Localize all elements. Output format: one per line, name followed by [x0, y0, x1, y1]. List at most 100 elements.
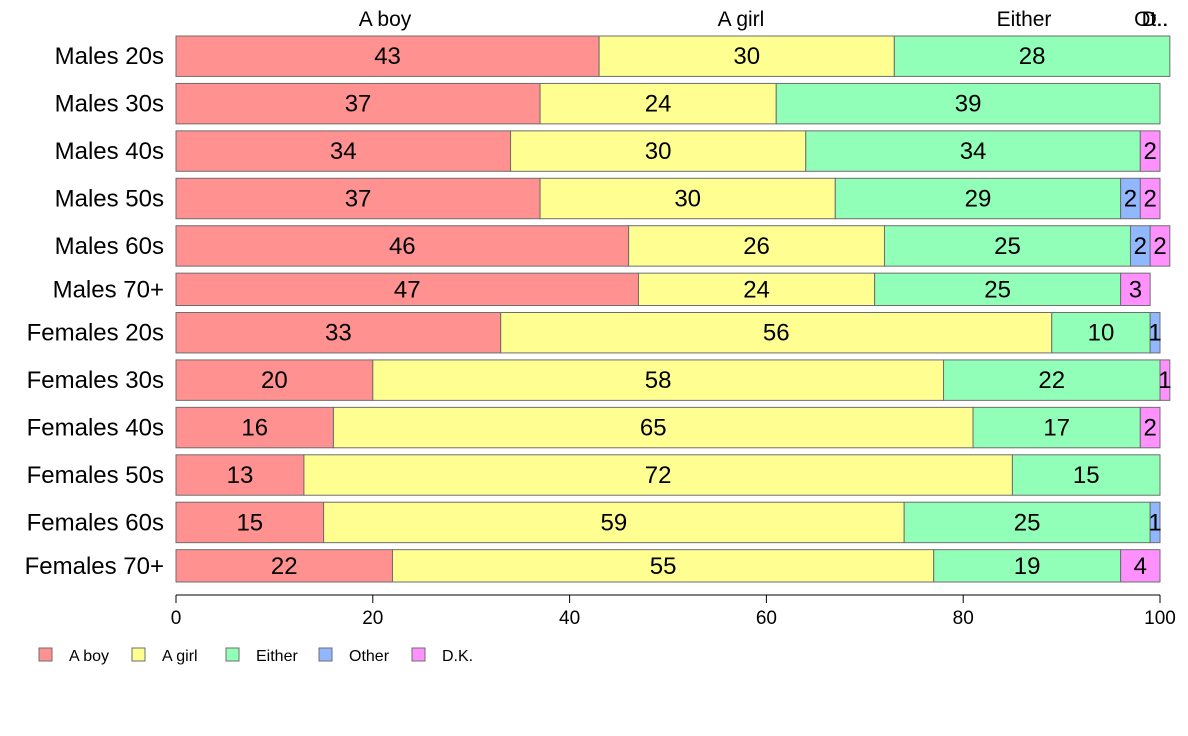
bar-segment: [175, 177, 541, 220]
segment-value-label: 26: [743, 233, 770, 260]
segment-value-label: 28: [1019, 43, 1046, 70]
x-tick-label: 0: [171, 608, 182, 629]
bar-segment: [332, 406, 974, 449]
bar-segment: [933, 549, 1122, 583]
bar-segment: [893, 35, 1171, 77]
bar-segment: [1159, 359, 1171, 401]
segment-value-label: 4: [1134, 553, 1147, 580]
x-tick-label: 40: [559, 608, 580, 629]
segment-value-label: 25: [994, 233, 1021, 260]
top-series-label: A boy: [359, 8, 412, 31]
segment-value-label: 19: [1014, 553, 1041, 580]
segment-value-label: 13: [227, 462, 254, 489]
segment-value-label: 34: [330, 138, 357, 165]
segment-value-label: 30: [733, 43, 760, 70]
segment-value-label: 25: [1014, 509, 1041, 536]
segment-value-label: 30: [645, 138, 672, 165]
bar-segment: [539, 177, 836, 220]
category-label: Females 70+: [25, 553, 164, 580]
category-label: Males 40s: [55, 138, 164, 165]
top-series-label: Ot..: [1134, 8, 1168, 31]
bar-segment: [391, 549, 935, 583]
segment-value-label: 20: [261, 367, 288, 394]
bar-segment: [175, 312, 502, 354]
category-label: Males 30s: [55, 91, 164, 118]
segment-value-label: 1: [1148, 320, 1161, 347]
bar-segment: [539, 82, 777, 125]
bar-segment: [372, 359, 945, 401]
category-label: Males 60s: [55, 233, 164, 260]
legend-label: A boy: [69, 648, 109, 665]
segment-value-label: 43: [374, 43, 401, 70]
legend-swatch: [131, 647, 146, 662]
legend-label: Other: [349, 648, 390, 665]
bar-segment: [175, 130, 512, 172]
segment-value-label: 29: [965, 186, 992, 213]
category-label: Females 20s: [27, 320, 164, 347]
segment-value-label: 37: [345, 186, 372, 213]
bar-segment: [323, 501, 905, 544]
bar-segment: [510, 130, 807, 172]
category-label: Females 60s: [27, 509, 164, 536]
legend-swatch: [411, 647, 426, 662]
bar-segment: [175, 82, 541, 125]
segment-value-label: 30: [674, 186, 701, 213]
legend-swatch: [38, 647, 53, 662]
segment-value-label: 2: [1153, 233, 1166, 260]
category-label: Females 50s: [27, 462, 164, 489]
x-tick-label: 60: [756, 608, 777, 629]
segment-value-label: 1: [1158, 367, 1171, 394]
segment-value-label: 59: [601, 509, 628, 536]
legend-label: A girl: [162, 648, 198, 665]
segment-value-label: 34: [960, 138, 987, 165]
top-series-label: D..: [1142, 8, 1169, 31]
bar-segment: [834, 177, 1122, 220]
segment-value-label: 39: [955, 91, 982, 118]
bar-segment: [175, 35, 600, 77]
segment-value-label: 2: [1143, 415, 1156, 442]
bar-segment: [1139, 177, 1161, 220]
segment-value-label: 2: [1124, 186, 1137, 213]
segment-value-label: 15: [236, 509, 263, 536]
bar-segment: [500, 312, 1053, 354]
bar-segment: [1139, 130, 1161, 172]
bar-segment: [175, 501, 325, 544]
bar-segment: [1149, 312, 1161, 354]
bar-segment: [628, 225, 885, 267]
segment-value-label: 25: [984, 276, 1011, 303]
bar-segment: [175, 549, 393, 583]
bar-segment: [1139, 406, 1161, 449]
x-tick-label: 20: [362, 608, 383, 629]
segment-value-label: 72: [645, 462, 672, 489]
category-label: Females 40s: [27, 415, 164, 442]
bar-segment: [1011, 454, 1161, 496]
bar-segment: [175, 406, 334, 449]
segment-value-label: 24: [645, 91, 672, 118]
top-series-label: A girl: [718, 8, 765, 31]
bar-segment: [903, 501, 1151, 544]
bar-segment: [175, 359, 374, 401]
segment-value-label: 58: [645, 367, 672, 394]
segment-value-label: 37: [345, 91, 372, 118]
bar-segment: [883, 225, 1131, 267]
bar-segment: [303, 454, 1013, 496]
bar-segment: [775, 82, 1161, 125]
bar-segment: [1120, 549, 1161, 583]
segment-value-label: 33: [325, 320, 352, 347]
x-tick-label: 100: [1144, 608, 1176, 629]
segment-value-label: 24: [743, 276, 770, 303]
segment-value-label: 3: [1129, 276, 1142, 303]
category-label: Males 50s: [55, 186, 164, 213]
top-series-label: Either: [997, 8, 1052, 31]
bar-segment: [1120, 272, 1151, 307]
bar-segment: [637, 272, 876, 307]
segment-value-label: 2: [1143, 186, 1156, 213]
segment-value-label: 17: [1043, 415, 1070, 442]
segment-value-label: 22: [1038, 367, 1065, 394]
category-label: Females 30s: [27, 367, 164, 394]
bar-segment: [1149, 501, 1161, 544]
segment-value-label: 22: [271, 553, 298, 580]
legend-swatch: [318, 647, 333, 662]
